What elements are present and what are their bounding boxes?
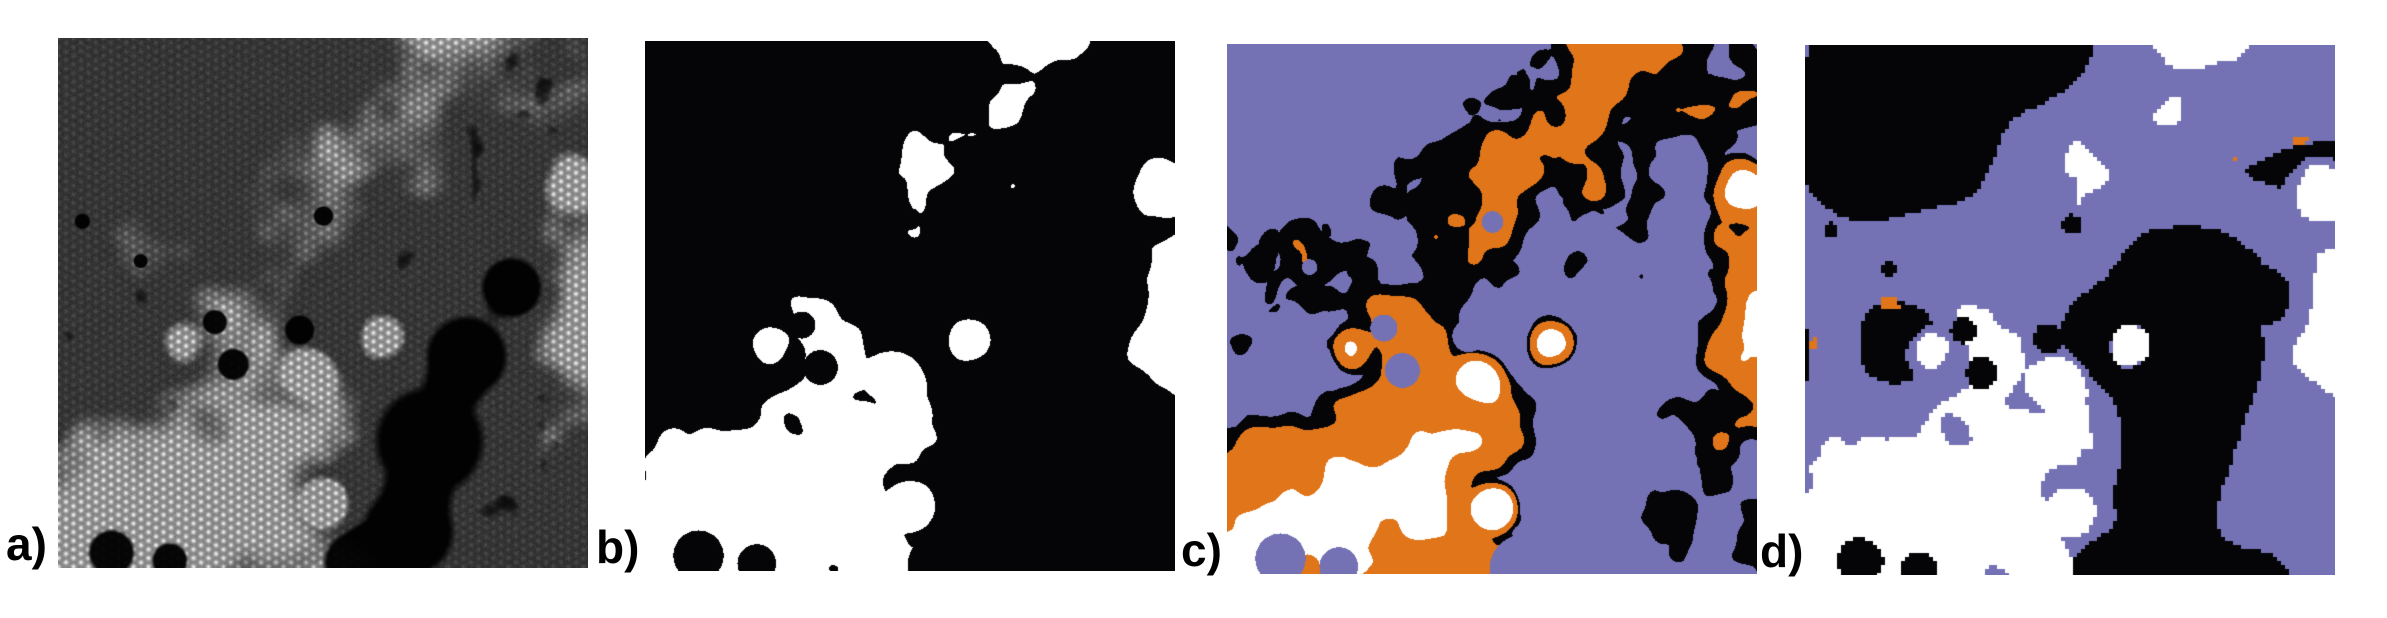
panel-b-binary-mask-image xyxy=(645,41,1175,571)
panel-a-micrograph xyxy=(58,38,588,568)
panel-b-label: b) xyxy=(596,521,640,573)
panel-a-micrograph-image xyxy=(58,38,588,568)
panel-c-label: c) xyxy=(1181,524,1222,576)
panel-d-segmentation xyxy=(1805,45,2335,575)
panel-d-label: d) xyxy=(1760,525,1804,577)
panel-d-segmentation-image xyxy=(1805,45,2335,575)
panel-b-binary-mask xyxy=(645,41,1175,571)
panel-c-segmentation xyxy=(1227,44,1757,574)
panel-c-segmentation-image xyxy=(1227,44,1757,574)
panel-a-label: a) xyxy=(6,518,47,570)
